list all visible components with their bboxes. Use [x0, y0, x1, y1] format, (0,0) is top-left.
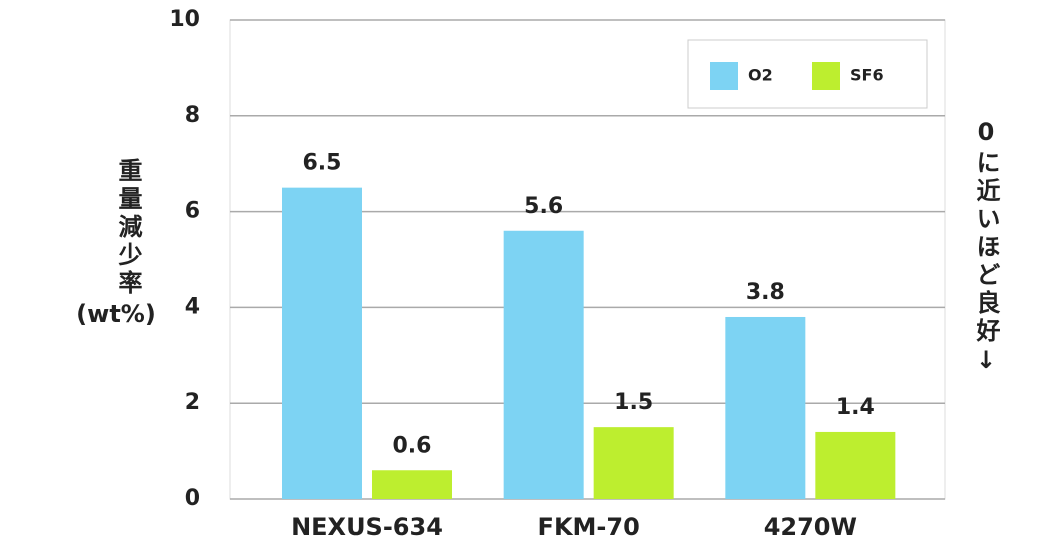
- y-tick-label: 2: [185, 390, 200, 415]
- y-axis-label-unit: (wt%): [76, 300, 156, 328]
- bar: [372, 470, 452, 499]
- legend-swatch: [710, 62, 738, 90]
- x-tick-label: NEXUS-634: [291, 513, 443, 541]
- bar: [282, 187, 362, 499]
- value-label: 3.8: [746, 280, 785, 305]
- value-label: 5.6: [524, 194, 563, 219]
- legend-label: SF6: [850, 66, 884, 85]
- x-tick-label: 4270W: [764, 513, 857, 541]
- legend-swatch: [812, 62, 840, 90]
- bar: [593, 427, 674, 499]
- bar: [725, 316, 806, 499]
- value-label: 0.6: [393, 433, 432, 458]
- x-tick-label: FKM-70: [538, 513, 640, 541]
- y-tick-label: 10: [169, 7, 200, 32]
- value-label: 1.4: [836, 395, 875, 420]
- legend-label: O2: [748, 66, 773, 85]
- right-note: 0に近いほど良好↓: [972, 118, 1000, 378]
- value-label: 6.5: [303, 151, 342, 176]
- y-tick-label: 6: [185, 199, 200, 224]
- y-tick-label: 0: [185, 486, 200, 511]
- y-axis-label: 重量減少率 (wt%): [76, 158, 168, 332]
- y-tick-label: 4: [185, 294, 200, 319]
- bar: [503, 230, 584, 499]
- value-label: 1.5: [614, 390, 653, 415]
- y-axis-label-main: 重量減少率: [114, 158, 142, 298]
- y-tick-label: 8: [185, 103, 200, 128]
- bar: [815, 431, 896, 499]
